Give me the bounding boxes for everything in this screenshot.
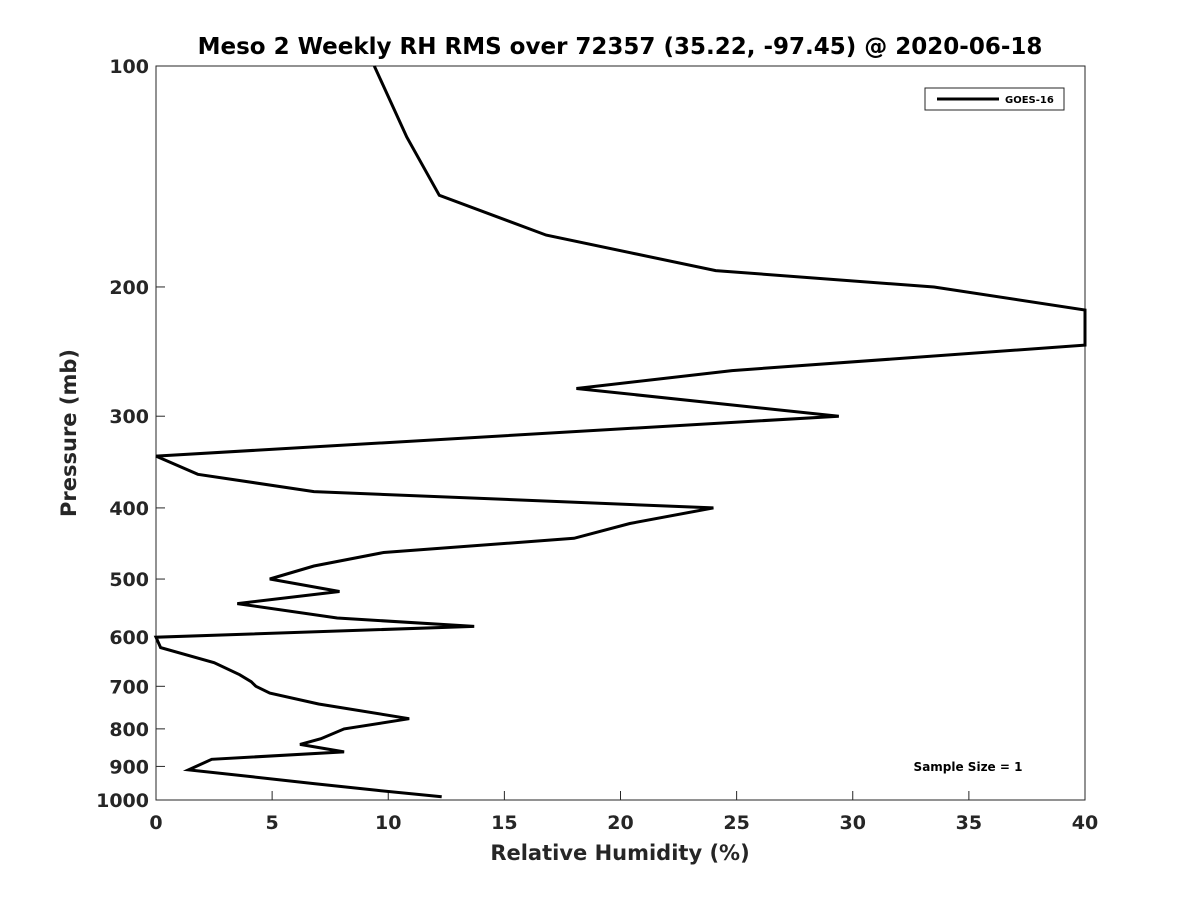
series-line-goes16 xyxy=(153,65,1087,799)
y-tick-label: 900 xyxy=(109,756,149,778)
y-axis-ticks: 100 200 300 400 500 600 700 800 900 1000 xyxy=(96,56,165,812)
plot-area xyxy=(155,65,1086,801)
x-tick-label: 20 xyxy=(607,812,633,834)
y-tick-label: 1000 xyxy=(96,790,149,812)
y-tick-label: 500 xyxy=(109,569,149,591)
legend-label: GOES-16 xyxy=(1005,95,1054,106)
y-tick-label: 300 xyxy=(109,406,149,428)
x-tick-label: 15 xyxy=(491,812,517,834)
y-tick-label: 100 xyxy=(109,56,149,78)
chart-title: Meso 2 Weekly RH RMS over 72357 (35.22, … xyxy=(198,34,1043,60)
x-tick-label: 30 xyxy=(840,812,866,834)
x-axis-label: Relative Humidity (%) xyxy=(490,841,749,865)
x-tick-label: 40 xyxy=(1072,812,1098,834)
y-tick-label: 600 xyxy=(109,627,149,649)
x-axis-ticks: 0 5 10 15 20 25 30 35 40 xyxy=(149,791,1098,834)
y-tick-label: 800 xyxy=(109,719,149,741)
y-tick-label: 400 xyxy=(109,498,149,520)
legend: GOES-16 xyxy=(924,87,1065,111)
y-axis-label: Pressure (mb) xyxy=(57,349,81,517)
x-tick-label: 10 xyxy=(375,812,401,834)
x-tick-label: 0 xyxy=(149,812,162,834)
x-tick-label: 25 xyxy=(723,812,749,834)
sample-size-annotation: Sample Size = 1 xyxy=(914,760,1023,774)
x-tick-label: 5 xyxy=(266,812,279,834)
x-tick-label: 35 xyxy=(956,812,982,834)
y-tick-label: 200 xyxy=(109,277,149,299)
y-tick-label: 700 xyxy=(109,676,149,698)
